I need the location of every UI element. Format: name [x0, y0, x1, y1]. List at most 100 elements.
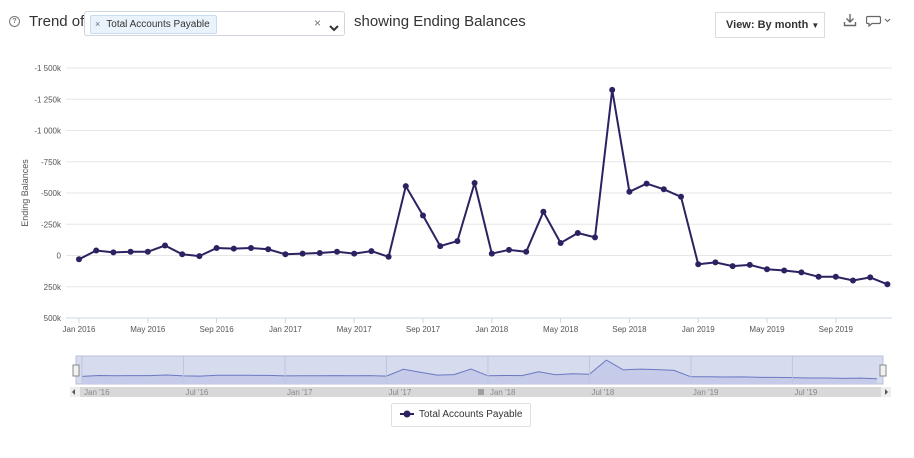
data-point[interactable]	[540, 208, 547, 215]
data-point[interactable]	[643, 180, 650, 187]
data-point[interactable]	[144, 248, 151, 255]
data-point[interactable]	[282, 251, 289, 258]
navigator-label: Jul '16	[185, 388, 208, 397]
data-point[interactable]	[712, 259, 719, 266]
data-point[interactable]	[557, 240, 564, 246]
data-point[interactable]	[746, 261, 753, 268]
trend-chart: -1 500k -1 250k -1 000k -750k -500k -250k 0 250…	[20, 64, 892, 397]
x-tick-label: Jan 2018	[475, 325, 508, 334]
y-tick-label: -1 000k	[34, 127, 62, 136]
legend-label: Total Accounts Payable	[419, 409, 523, 420]
x-tick-label: Jan 2019	[682, 325, 715, 334]
x-tick-label: Jan 2016	[63, 325, 96, 334]
navigator-handle-left[interactable]	[72, 364, 80, 377]
data-point[interactable]	[385, 253, 392, 260]
y-tick-label: 250k	[44, 283, 62, 292]
toolbar: ? Trend of × Total Accounts Payable × sho…	[0, 0, 914, 44]
data-point[interactable]	[110, 249, 117, 256]
account-select[interactable]: × Total Accounts Payable ×	[84, 11, 345, 36]
legend-swatch	[400, 410, 414, 418]
x-axis-ticks: Jan 2016 May 2016 Sep 2016 Jan 2017 May 2017…	[63, 318, 854, 334]
x-tick-label: May 2019	[749, 325, 785, 334]
navigator-label: Jul '17	[388, 388, 411, 397]
data-point[interactable]	[488, 250, 495, 257]
data-point[interactable]	[695, 261, 702, 268]
navigator-label: Jul '18	[591, 388, 614, 397]
view-by-button[interactable]: View: By month ▼	[715, 12, 825, 38]
navigator-line	[81, 359, 878, 380]
data-point[interactable]	[248, 245, 254, 251]
y-tick-label: -1 500k	[34, 64, 62, 73]
navigator-label: Jan '18	[490, 388, 516, 397]
data-point[interactable]	[402, 183, 409, 190]
data-point[interactable]	[179, 251, 186, 258]
data-point[interactable]	[815, 273, 822, 280]
data-point[interactable]	[729, 263, 736, 270]
data-point[interactable]	[678, 193, 684, 200]
data-point[interactable]	[850, 277, 856, 284]
data-point[interactable]	[76, 256, 82, 263]
data-point[interactable]	[471, 180, 478, 186]
data-point[interactable]	[93, 247, 100, 254]
x-tick-label: May 2017	[337, 325, 373, 334]
download-icon[interactable]	[843, 13, 857, 32]
data-point[interactable]	[334, 248, 340, 255]
title-suffix: showing Ending Balances	[354, 13, 526, 30]
data-point[interactable]	[265, 246, 272, 253]
data-point[interactable]	[454, 238, 461, 245]
data-point[interactable]	[368, 248, 375, 255]
data-point[interactable]	[230, 245, 237, 252]
data-point[interactable]	[316, 250, 323, 256]
scroll-right-arrow-icon[interactable]	[885, 389, 888, 395]
scroll-left-arrow-icon[interactable]	[72, 389, 75, 395]
data-point[interactable]	[351, 250, 358, 257]
data-point[interactable]	[213, 245, 220, 251]
data-point[interactable]	[626, 188, 633, 195]
comment-icon[interactable]	[865, 14, 892, 32]
y-tick-label: -1 250k	[34, 95, 62, 104]
y-tick-label: -250k	[41, 220, 62, 229]
help-icon[interactable]: ?	[9, 16, 20, 27]
clear-selection-icon[interactable]: ×	[313, 16, 321, 30]
y-tick-label: -750k	[41, 158, 62, 167]
navigator[interactable]: Jan '16 Jul '16 Jan '17 Jul '17 Jan '18 Jul '…	[70, 355, 891, 397]
y-tick-label: 500k	[44, 314, 62, 323]
series-points	[76, 86, 891, 288]
view-by-label: View: By month	[726, 19, 809, 31]
data-point[interactable]	[781, 267, 788, 274]
data-point[interactable]	[660, 186, 667, 193]
navigator-handle-right[interactable]	[879, 364, 887, 377]
data-point[interactable]	[592, 234, 598, 241]
data-point[interactable]	[609, 86, 616, 93]
data-point[interactable]	[832, 273, 839, 280]
chevron-down-icon[interactable]	[329, 19, 339, 37]
data-point[interactable]	[196, 253, 203, 260]
data-point[interactable]	[884, 281, 891, 288]
legend[interactable]: Total Accounts Payable	[391, 403, 532, 427]
navigator-label: Jan '16	[84, 388, 110, 397]
x-tick-label: Jan 2017	[269, 325, 302, 334]
data-point[interactable]	[420, 212, 426, 219]
data-point[interactable]	[127, 248, 134, 255]
data-point[interactable]	[162, 242, 168, 249]
data-point[interactable]	[437, 243, 444, 250]
y-tick-label: 0	[57, 252, 62, 261]
data-point[interactable]	[506, 246, 512, 253]
x-tick-label: May 2016	[130, 325, 166, 334]
remove-chip-icon[interactable]: ×	[95, 19, 101, 29]
data-point[interactable]	[867, 274, 874, 281]
data-point[interactable]	[764, 266, 770, 273]
navigator-label: Jul '19	[794, 388, 817, 397]
x-tick-label: Sep 2016	[199, 325, 234, 334]
selected-account-label: Total Accounts Payable	[106, 19, 210, 30]
y-axis-ticks: -1 500k -1 250k -1 000k -750k -500k -250k 0 250…	[34, 64, 62, 323]
data-point[interactable]	[574, 230, 581, 236]
data-point[interactable]	[523, 248, 530, 255]
data-point[interactable]	[798, 269, 805, 276]
caret-down-icon: ▼	[811, 21, 820, 30]
grid	[66, 67, 892, 319]
data-point[interactable]	[299, 250, 306, 257]
navigator-label: Jan '17	[287, 388, 313, 397]
y-tick-label: -500k	[41, 189, 62, 198]
x-tick-label: Sep 2019	[819, 325, 854, 334]
